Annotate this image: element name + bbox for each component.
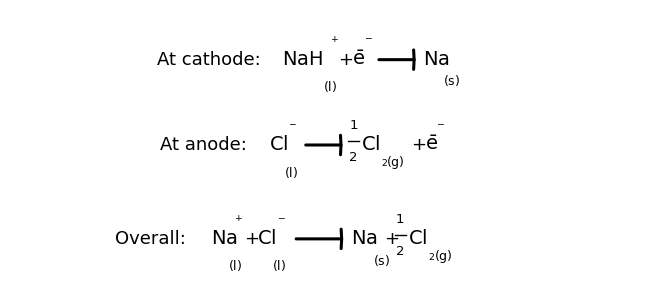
Text: $\mathrm{Cl}$: $\mathrm{Cl}$ (257, 229, 276, 248)
Text: $\mathrm{(s)}$: $\mathrm{(s)}$ (443, 73, 461, 88)
Text: $_{\mathrm{2}}$: $_{\mathrm{2}}$ (428, 250, 435, 263)
Text: $\mathrm{\bar{e}}$: $\mathrm{\bar{e}}$ (425, 135, 438, 155)
Text: 1: 1 (349, 119, 358, 132)
Text: $\mathrm{(l)}$: $\mathrm{(l)}$ (323, 79, 337, 94)
Text: 2: 2 (396, 245, 404, 258)
Text: $\mathrm{(l)}$: $\mathrm{(l)}$ (228, 258, 242, 273)
Text: $^{+}$: $^{+}$ (234, 215, 243, 228)
Text: $+$: $+$ (384, 230, 399, 248)
Text: 2: 2 (349, 151, 358, 164)
Text: $\mathrm{Cl}$: $\mathrm{Cl}$ (269, 135, 288, 155)
Text: $\mathrm{Na}$: $\mathrm{Na}$ (351, 229, 378, 248)
Text: $\mathrm{\bar{e}}$: $\mathrm{\bar{e}}$ (353, 50, 366, 69)
Text: $^{-}$: $^{-}$ (277, 215, 285, 228)
Text: $+$: $+$ (411, 136, 426, 154)
Text: $\mathrm{(g)}$: $\mathrm{(g)}$ (386, 154, 405, 171)
Text: $\mathrm{(s)}$: $\mathrm{(s)}$ (373, 253, 390, 268)
Text: $\mathrm{Cl}$: $\mathrm{Cl}$ (408, 229, 427, 248)
Text: $^{-}$: $^{-}$ (436, 121, 445, 134)
Text: At anode:: At anode: (160, 136, 247, 154)
Text: $+$: $+$ (338, 51, 353, 69)
Text: At cathode:: At cathode: (157, 51, 261, 69)
Text: $\mathrm{Na}$: $\mathrm{Na}$ (423, 50, 450, 69)
Text: $\mathrm{(g)}$: $\mathrm{(g)}$ (434, 248, 452, 265)
Text: $+$: $+$ (244, 230, 259, 248)
Text: $\mathrm{(l)}$: $\mathrm{(l)}$ (272, 258, 286, 273)
Text: $^+$: $^+$ (329, 36, 340, 48)
Text: $_{\mathrm{2}}$: $_{\mathrm{2}}$ (380, 156, 388, 169)
Text: 1: 1 (396, 213, 404, 226)
Text: $^{-}$: $^{-}$ (364, 36, 373, 48)
Text: Overall:: Overall: (115, 230, 186, 248)
Text: $^{-}$: $^{-}$ (288, 121, 297, 134)
Text: $\mathrm{(l)}$: $\mathrm{(l)}$ (284, 164, 298, 180)
Text: $\mathrm{Cl}$: $\mathrm{Cl}$ (361, 135, 380, 155)
Text: $\mathrm{Na}$: $\mathrm{Na}$ (212, 229, 238, 248)
Text: $\mathrm{NaH}$: $\mathrm{NaH}$ (282, 50, 323, 69)
